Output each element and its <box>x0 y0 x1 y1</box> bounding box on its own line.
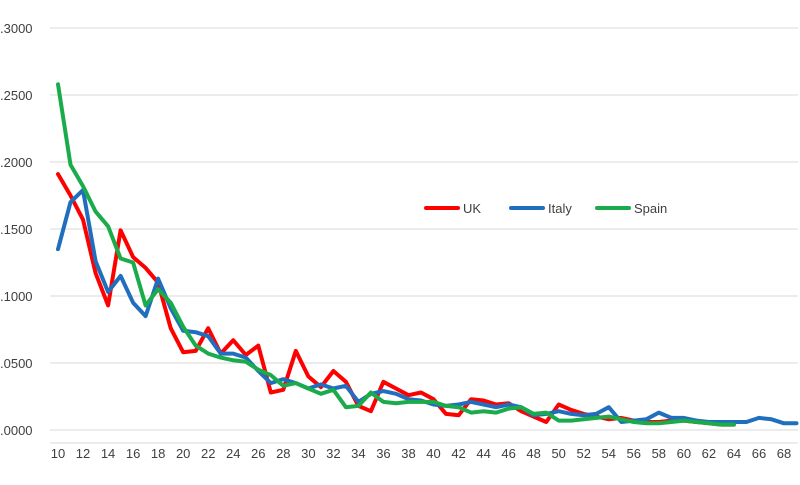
x-tick-label: 56 <box>627 446 641 461</box>
axes: .0000 .0500 .1000 .1500 .2000 .2500 .3000 10 12 1… <box>0 21 798 461</box>
x-tick-label: 32 <box>326 446 340 461</box>
x-tick-label: 28 <box>276 446 290 461</box>
x-tick-label: 64 <box>727 446 741 461</box>
series-line-italy <box>56 188 799 426</box>
x-tick-label: 48 <box>526 446 540 461</box>
x-tick-label: 66 <box>752 446 766 461</box>
x-tick-label: 42 <box>451 446 465 461</box>
x-tick-label: 16 <box>126 446 140 461</box>
x-tick-label: 40 <box>426 446 440 461</box>
x-tick-label: 24 <box>226 446 240 461</box>
y-tick-label: .2500 <box>0 88 33 103</box>
y-tick-label: .3000 <box>0 21 33 36</box>
y-tick-label: .2000 <box>0 155 33 170</box>
x-tick-label: 36 <box>376 446 390 461</box>
x-tick-label: 18 <box>151 446 165 461</box>
x-tick-label: 22 <box>201 446 215 461</box>
x-tick-label: 38 <box>401 446 415 461</box>
x-tick-label: 50 <box>551 446 565 461</box>
x-tick-label: 10 <box>51 446 65 461</box>
y-tick-label: .0500 <box>0 356 33 371</box>
x-tick-label: 54 <box>602 446 616 461</box>
x-tick-label: 30 <box>301 446 315 461</box>
x-tick-label: 34 <box>351 446 365 461</box>
y-tick-label: .0000 <box>0 423 33 438</box>
x-tick-label: 46 <box>501 446 515 461</box>
x-tick-label: 12 <box>76 446 90 461</box>
x-tick-label: 14 <box>101 446 115 461</box>
x-tick-label: 58 <box>652 446 666 461</box>
x-tick-label: 26 <box>251 446 265 461</box>
series-lines <box>56 82 799 427</box>
y-tick-label: .1500 <box>0 222 33 237</box>
x-tick-label: 60 <box>677 446 691 461</box>
legend: UK Italy Spain <box>424 201 667 216</box>
gridlines <box>50 27 798 431</box>
x-tick-label: 44 <box>476 446 490 461</box>
x-tick-label: 68 <box>777 446 791 461</box>
series-line-uk <box>56 172 736 427</box>
x-tick-label: 52 <box>576 446 590 461</box>
legend-label-italy: Italy <box>548 201 572 216</box>
series-line-spain <box>56 82 736 427</box>
legend-label-uk: UK <box>463 201 481 216</box>
x-tick-label: 62 <box>702 446 716 461</box>
x-tick-label: 20 <box>176 446 190 461</box>
legend-label-spain: Spain <box>634 201 667 216</box>
y-tick-label: .1000 <box>0 289 33 304</box>
